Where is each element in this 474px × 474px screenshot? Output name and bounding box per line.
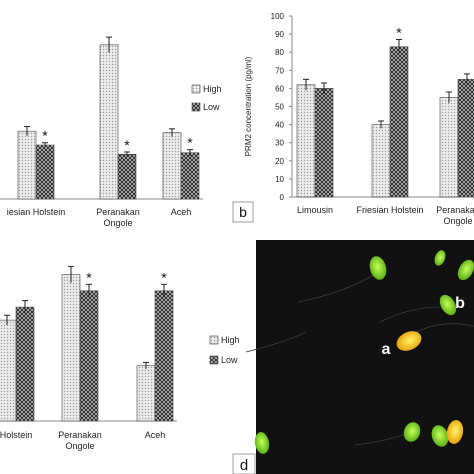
- sperm-head-green: [369, 256, 387, 280]
- sperm-heads: [254, 250, 474, 454]
- x-tick-label: Peranakan: [96, 207, 140, 217]
- significance-marker: *: [396, 25, 402, 41]
- legend-label-low: Low: [203, 102, 220, 112]
- y-tick-label: 80: [275, 48, 284, 57]
- bar-low: [35, 144, 55, 200]
- y-tick-label: 70: [275, 66, 284, 75]
- y-tick-label: 30: [275, 139, 284, 148]
- legend-swatch-low: [209, 355, 219, 365]
- y-tick-label: 40: [275, 121, 284, 130]
- sperm-head-yellow: [396, 331, 422, 351]
- sperm-head-green: [457, 259, 474, 281]
- sperm-head-green: [431, 425, 449, 447]
- panel-label-d-box: [232, 453, 256, 474]
- bar-low: [314, 88, 334, 198]
- panel-label-b-box: [232, 201, 254, 223]
- bar-low: [117, 153, 137, 200]
- y-tick-label: 20: [275, 157, 284, 166]
- x-tick-label: Aceh: [145, 430, 166, 440]
- legend-label-high: High: [221, 335, 240, 345]
- bar-high: [296, 84, 316, 198]
- bar-low: [15, 306, 35, 422]
- chart-panel-b: 0 10 20 30 40 50 60 70 80 90 100 PRM2 concentration…: [232, 12, 474, 226]
- bar-low: [154, 290, 174, 422]
- y-tick-label: 50: [275, 103, 284, 112]
- micrograph-label-a: a: [382, 341, 391, 358]
- sperm-head-green: [254, 432, 270, 454]
- legend-swatch-low: [191, 102, 201, 112]
- legend-label-high: High: [203, 84, 222, 94]
- significance-marker: *: [86, 269, 92, 285]
- bar-high: [371, 124, 391, 198]
- significance-marker: *: [187, 135, 193, 151]
- bar-high: [136, 365, 156, 422]
- y-tick-label: 0: [280, 193, 285, 202]
- sperm-head-yellow: [446, 420, 464, 444]
- x-tick-label: Friesian Holstein: [356, 205, 423, 215]
- x-tick-label: Peranakan: [436, 205, 474, 215]
- bar-high: [162, 132, 182, 200]
- bar-low: [457, 79, 474, 198]
- x-tick-label: Ongole: [65, 441, 94, 451]
- x-tick-label: Holstein: [0, 430, 32, 440]
- sperm-head-green: [434, 250, 446, 266]
- bar-low: [79, 290, 99, 422]
- bar-high: [61, 274, 81, 422]
- micrograph-label-b: b: [455, 295, 465, 312]
- bar-low: [389, 46, 409, 198]
- bar-high: [439, 97, 459, 198]
- sperm-head-green: [403, 422, 421, 442]
- significance-marker: *: [42, 128, 48, 144]
- x-tick-label: Aceh: [171, 207, 192, 217]
- y-tick-label: 100: [271, 12, 285, 21]
- significance-marker: *: [161, 269, 167, 285]
- legend-swatch-high: [209, 335, 219, 345]
- bar-low: [180, 152, 200, 200]
- x-tick-label: Peranakan: [58, 430, 102, 440]
- bar-high: [17, 130, 37, 200]
- y-tick-label: 90: [275, 30, 284, 39]
- sperm-head-green: [439, 294, 457, 316]
- y-axis-label: PRM2 concentration (pg/ml): [244, 56, 253, 156]
- bar-high: [99, 44, 119, 200]
- bar-high: [0, 319, 17, 422]
- legend-label-low: Low: [221, 355, 238, 365]
- panel-label-b: b: [239, 204, 247, 220]
- x-tick-label: iesian Holstein: [7, 207, 66, 217]
- micrograph-panel-d: a b d: [232, 240, 474, 474]
- x-tick-label: Ongole: [443, 216, 472, 226]
- significance-marker: *: [124, 137, 130, 153]
- legend-swatch-high: [191, 84, 201, 94]
- y-tick-label: 10: [275, 175, 284, 184]
- y-tick-label: 60: [275, 84, 284, 93]
- x-tick-label: Limousin: [297, 205, 333, 215]
- panel-label-d: d: [240, 457, 248, 474]
- x-tick-label: Ongole: [103, 218, 132, 228]
